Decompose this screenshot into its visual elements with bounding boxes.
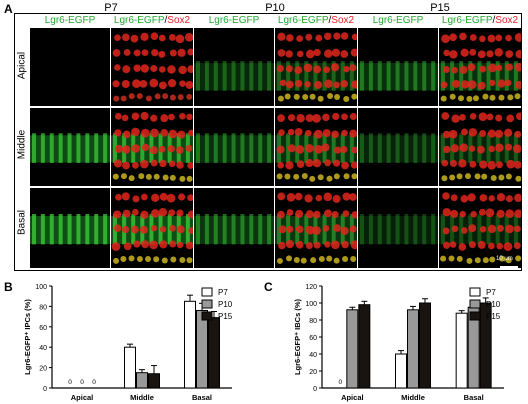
header-p15-single: Lgr6-EGFP <box>372 15 424 26</box>
bar-p10-middle <box>136 372 148 389</box>
y-tick-label: 20 <box>39 366 47 373</box>
legend-label: P15 <box>486 312 501 321</box>
bar-p10-middle <box>407 309 419 389</box>
y-tick-label: 80 <box>309 318 317 325</box>
micrograph-p15-basal-merge <box>439 188 521 268</box>
micrograph-p7-middle-merge <box>111 108 193 186</box>
x-tick-label: Middle <box>130 393 154 402</box>
legend-label: P15 <box>218 312 233 321</box>
y-axis-label: Lgr6-EGFP⁺ IPCs (%) <box>23 299 32 375</box>
micrograph-p10-apical-merge <box>275 28 357 106</box>
panel-a-letter: A <box>4 2 13 16</box>
legend-swatch <box>201 311 213 321</box>
legend-label: P7 <box>218 288 228 297</box>
y-axis-label: Lgr6-EGFP⁺ IBCs (%) <box>293 298 302 375</box>
micrograph-p15-middle-merge <box>439 108 521 186</box>
legend-swatch <box>469 287 481 297</box>
x-tick-label: Middle <box>401 393 425 402</box>
y-tick-label: 40 <box>39 345 47 352</box>
micrograph-p7-basal-merge <box>111 188 193 268</box>
legend-swatch <box>201 287 213 297</box>
zero-marker: 0 <box>68 379 72 386</box>
y-tick-label: 120 <box>305 284 317 291</box>
header-p7-single: Lgr6-EGFP <box>44 15 96 26</box>
age-label-p7: P7 <box>104 2 118 14</box>
bar-p10-apical <box>346 309 359 389</box>
y-tick-label: 100 <box>305 301 317 308</box>
micrograph-p10-middle-merge <box>275 108 357 186</box>
legend-label: P7 <box>486 288 496 297</box>
row-label-basal: Basal <box>16 210 28 236</box>
legend-swatch <box>469 299 481 309</box>
zero-marker: 0 <box>92 379 96 386</box>
micrograph-p10-middle-lgr6 <box>194 108 274 186</box>
bar-p7-basal <box>184 300 196 389</box>
y-tick-label: 0 <box>43 386 47 393</box>
chart-b: 0 20 40 60 80 100 Lgr6-EGFP⁺ IPCs (%) 0 0 0 Apical… <box>23 284 233 402</box>
bar-p10-basal <box>196 309 208 389</box>
y-tick-label: 0 <box>313 386 317 393</box>
header-p10-merge: Lgr6-EGFP/Sox2 <box>277 15 355 26</box>
age-label-p15: P15 <box>430 2 450 14</box>
y-tick-label: 40 <box>309 352 317 359</box>
legend-swatch <box>469 311 481 321</box>
legend-label: P10 <box>218 300 233 309</box>
bar-p15-middle <box>148 373 160 389</box>
micrograph-p10-basal-lgr6 <box>194 188 274 268</box>
micrograph-p10-apical-lgr6 <box>194 28 274 106</box>
micrograph-p15-apical-lgr6 <box>358 28 438 106</box>
bar-p15-apical <box>358 304 371 389</box>
micrograph-p15-basal-lgr6 <box>358 188 438 268</box>
bar-p15-middle <box>419 302 431 389</box>
bar-p7-middle <box>124 346 136 389</box>
x-tick-label: Basal <box>192 393 212 402</box>
panel-b-letter: B <box>4 280 13 294</box>
micrograph-p15-apical-merge <box>439 28 521 106</box>
x-tick-label: Apical <box>71 393 94 402</box>
y-tick-label: 100 <box>35 284 47 291</box>
y-tick-label: 20 <box>309 369 317 376</box>
y-tick-label: 80 <box>39 304 47 311</box>
micrograph-p7-middle-lgr6 <box>30 108 110 186</box>
micrograph-p15-middle-lgr6 <box>358 108 438 186</box>
panel-c-letter: C <box>264 280 273 294</box>
y-tick-label: 60 <box>309 335 317 342</box>
micrograph-p7-basal-lgr6 <box>30 188 110 268</box>
legend-swatch <box>201 299 213 309</box>
bar-p7-basal <box>455 312 468 389</box>
bar-p15-basal <box>208 317 220 389</box>
scale-bar <box>500 266 518 268</box>
zero-marker: 0 <box>80 379 84 386</box>
bar-p15-basal <box>479 302 492 389</box>
age-label-p10: P10 <box>265 2 285 14</box>
scale-bar-label: 10 μm <box>496 256 513 262</box>
micrograph-p10-basal-merge <box>275 188 357 268</box>
bar-p7-middle <box>395 353 407 389</box>
row-label-apical: Apical <box>16 51 28 80</box>
micrograph-p7-apical-merge <box>111 28 193 106</box>
x-tick-label: Basal <box>464 393 484 402</box>
legend-label: P10 <box>486 300 501 309</box>
header-p15-merge: Lgr6-EGFP/Sox2 <box>441 15 519 26</box>
micrograph-p7-apical-lgr6 <box>30 28 110 106</box>
row-label-middle: Middle <box>16 129 28 160</box>
panel-a-frame <box>14 13 522 271</box>
x-tick-label: Apical <box>341 393 364 402</box>
y-tick-label: 60 <box>39 325 47 332</box>
zero-marker: 0 <box>339 379 343 386</box>
header-p7-merge: Lgr6-EGFP/Sox2 <box>113 15 191 26</box>
header-p10-single: Lgr6-EGFP <box>208 15 260 26</box>
